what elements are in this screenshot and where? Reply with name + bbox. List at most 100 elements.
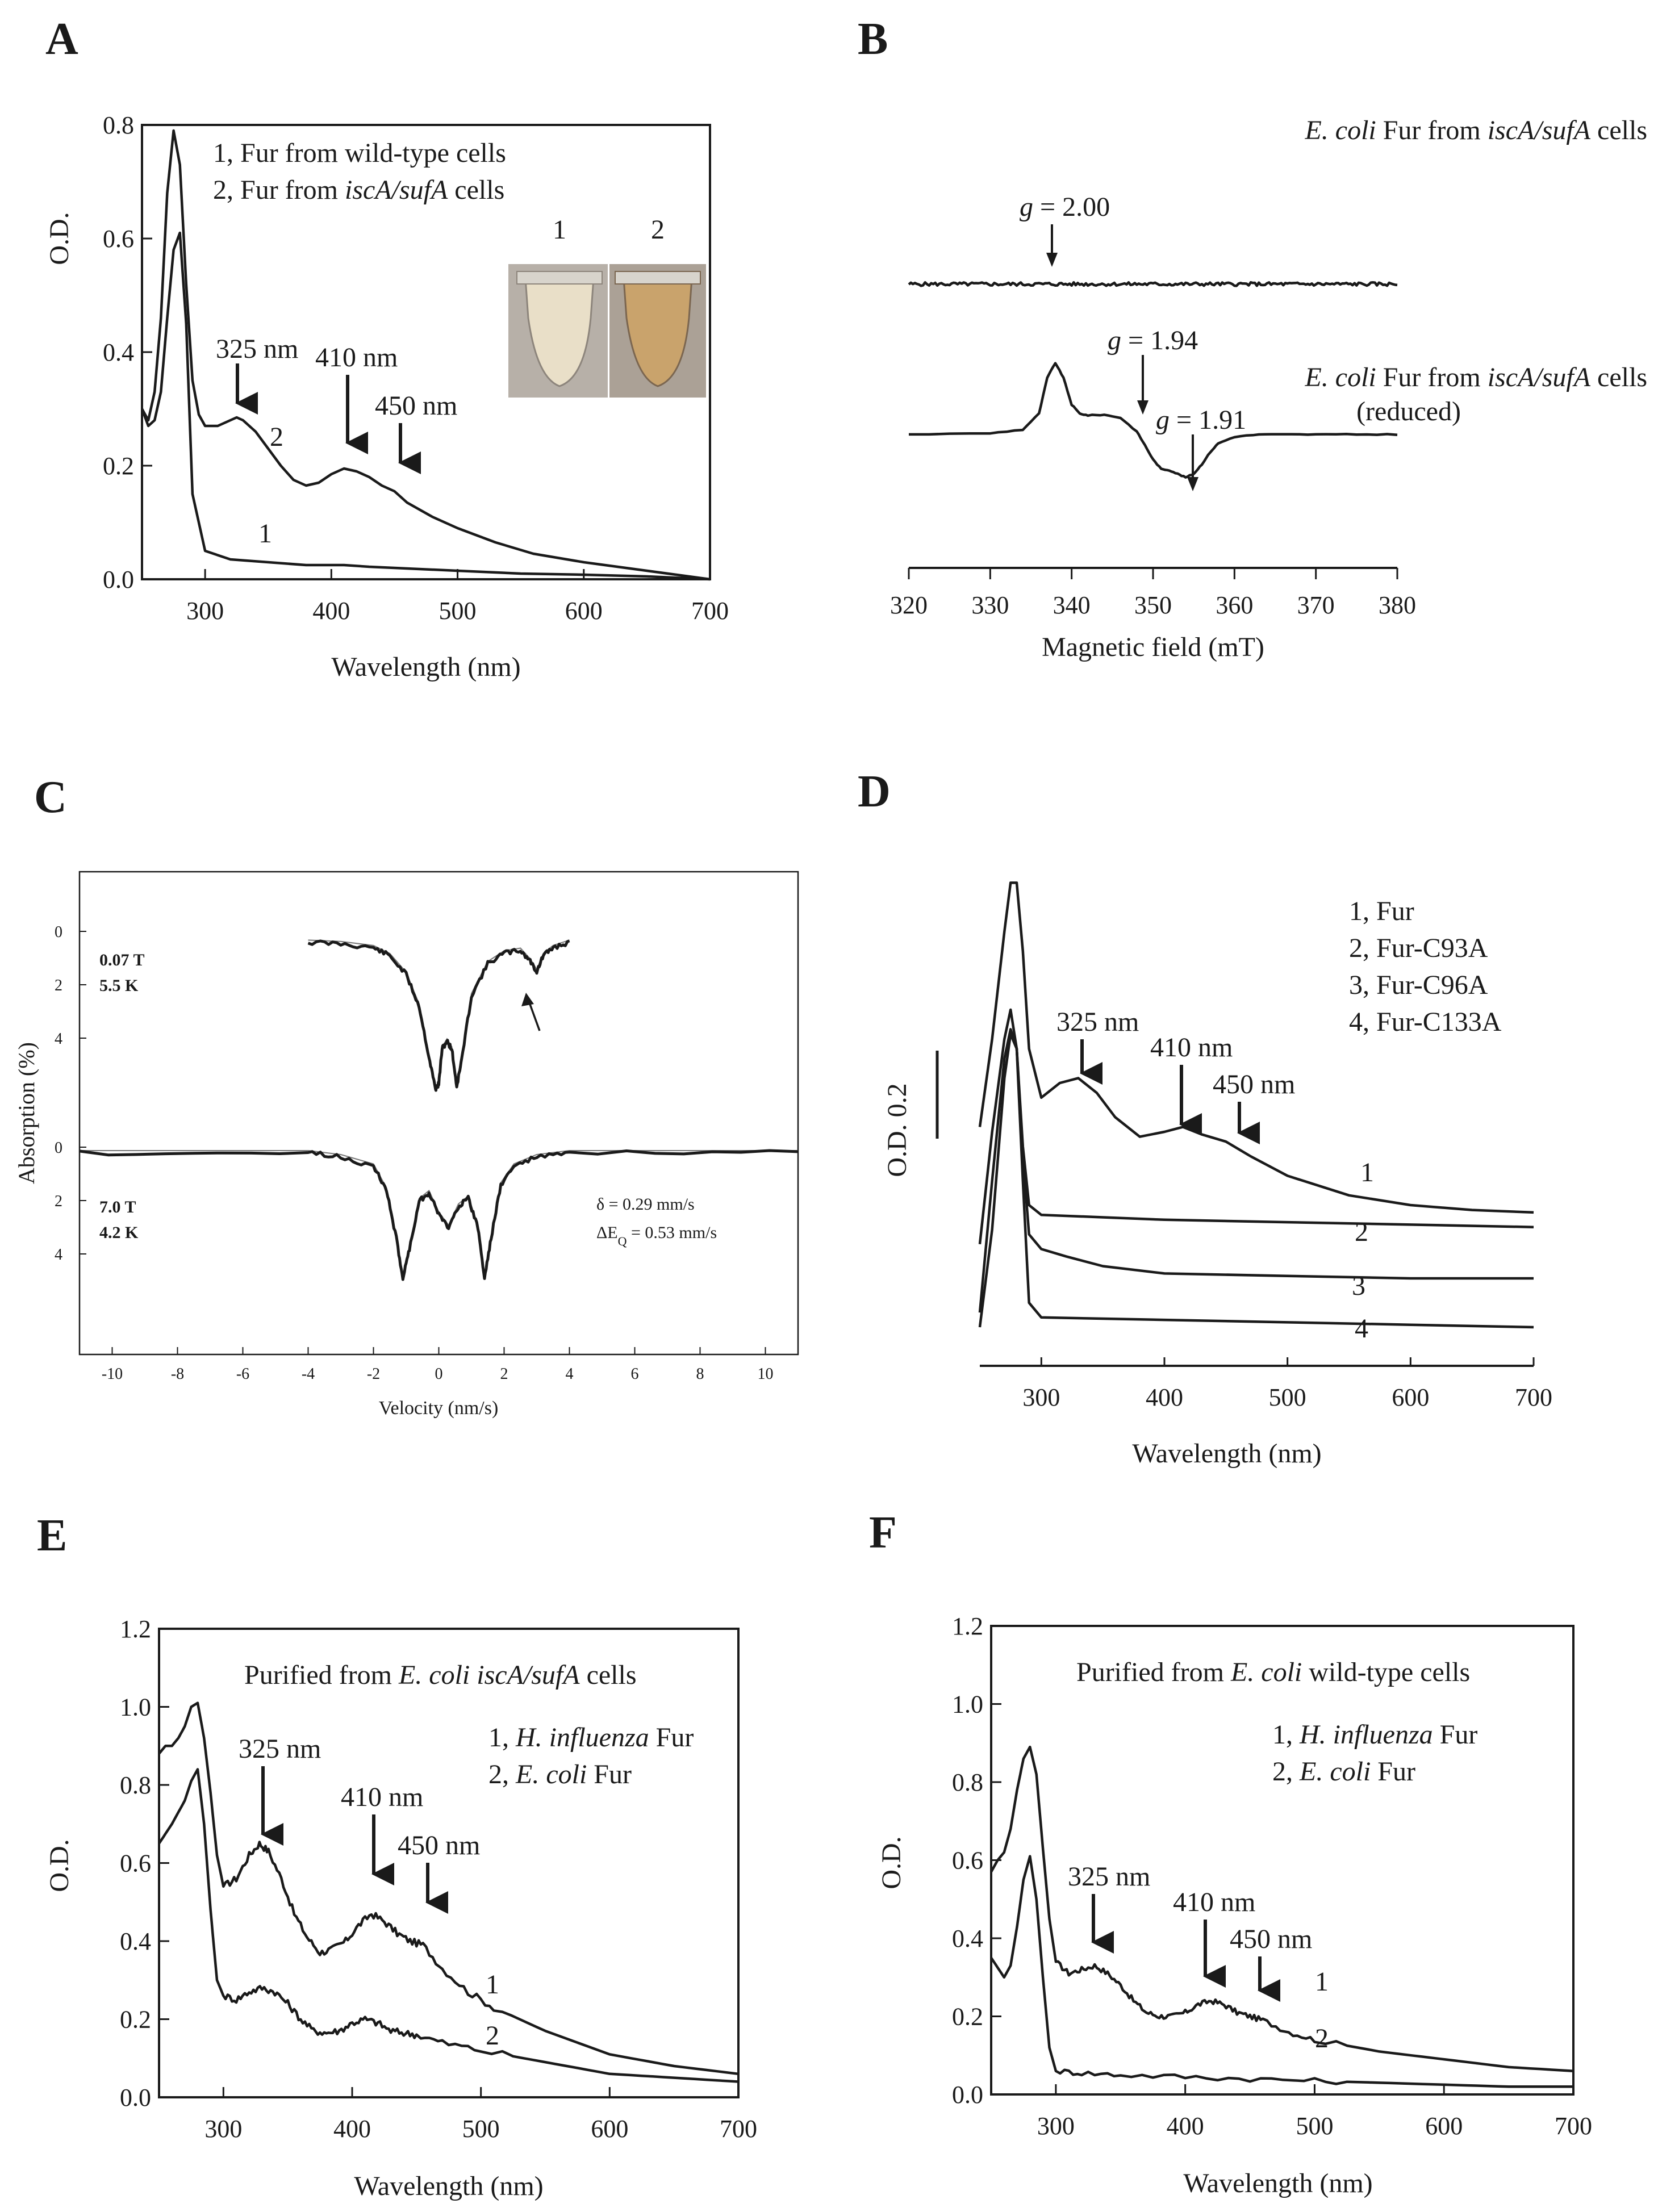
panel-d-curve-label-1: 1 — [1360, 1157, 1374, 1187]
f-legend-2-italic: E. coli — [1299, 1757, 1371, 1787]
e-xtick-label-3: 600 — [591, 2115, 628, 2143]
panel-c-lower-spectrum-line — [79, 1149, 799, 1281]
d-xtick-label-0: 300 — [1022, 1383, 1060, 1411]
panel-f-x-axis-label: Wavelength (nm) — [1183, 2168, 1372, 2198]
tube-2-icon — [623, 277, 693, 387]
f-xtick-label-0: 300 — [1037, 2112, 1075, 2140]
a-ytick-label-0: 0.0 — [103, 566, 134, 593]
panel-d-legend-3: 3, Fur-C96A — [1349, 970, 1488, 1000]
panel-b-series-reduced-line — [909, 362, 1398, 479]
c-xtick-label-5: 0 — [435, 1365, 443, 1383]
f-legend-2-num: 2, — [1272, 1757, 1300, 1787]
panel-b-g-1.94: g = 1.94 — [1108, 325, 1198, 356]
a-xtick-label-0: 300 — [186, 597, 224, 625]
a-xtick-label-4: 700 — [691, 597, 729, 625]
panel-c-upper-spectrum-line — [307, 939, 570, 1092]
f-legend-1-text: Fur — [1433, 1720, 1478, 1750]
panel-e-annotation-450nm: 450 nm — [398, 1830, 480, 1860]
e-ytick-label-5: 1.0 — [120, 1694, 151, 1721]
b-xtick-label-5: 370 — [1297, 591, 1335, 619]
panel-b-label-reduced-sub: (reduced) — [1356, 396, 1461, 426]
panel-d-x-ticks: 300 400 500 600 700 — [1022, 1357, 1552, 1411]
e-ytick-label-0: 0.0 — [120, 2084, 151, 2111]
panel-c-y-ticks: 0 2 4 0 2 4 — [55, 923, 86, 1264]
panel-a-legend-1: 1, Fur from wild-type cells — [213, 138, 506, 168]
panel-c-frame — [78, 871, 799, 1356]
c-deq-value: = 0.53 mm/s — [627, 1223, 717, 1242]
panel-d-curve-label-4: 4 — [1355, 1314, 1368, 1344]
panel-c-chart: -10 -8 -6 -4 -2 0 2 4 6 8 10 0 2 4 0 2 4 Absorption (%)… — [14, 871, 799, 1419]
e-legend-1-text: Fur — [649, 1722, 694, 1753]
b-label-2-text: Fur from — [1376, 362, 1488, 392]
panel-f-title: Purified from E. coli wild-type cells — [1076, 1657, 1470, 1687]
panel-a-annotation-450nm: 450 nm — [375, 391, 457, 421]
panel-e-annotation-325nm: 325 nm — [239, 1734, 321, 1764]
b-label-1-strain: iscA/sufA — [1488, 115, 1591, 145]
f-title-italic: E. coli — [1230, 1657, 1302, 1687]
panel-d-curve-label-2: 2 — [1355, 1217, 1368, 1247]
e-ytick-label-1: 0.2 — [120, 2006, 151, 2034]
e-legend-1-num: 1, — [488, 1722, 516, 1753]
tube-1-cap-icon — [516, 271, 603, 285]
panel-d-legend-4: 4, Fur-C133A — [1349, 1007, 1502, 1037]
f-ytick-label-4: 0.8 — [952, 1768, 983, 1796]
panel-e-curve-label-2: 2 — [486, 2021, 499, 2051]
panel-b-arrowhead-g194 — [1137, 400, 1149, 415]
c-upper-ytick-2: 4 — [55, 1030, 62, 1048]
a-xtick-label-3: 600 — [565, 597, 603, 625]
panel-f-curve-label-2: 2 — [1315, 2023, 1329, 2054]
b-xtick-label-0: 320 — [890, 591, 928, 619]
f-ytick-label-3: 0.6 — [952, 1847, 983, 1875]
f-legend-2-text: Fur — [1371, 1757, 1415, 1787]
panel-f-annotation-325nm: 325 nm — [1068, 1862, 1150, 1892]
panel-d-series-4-line — [978, 1032, 1534, 1329]
panel-b-label-unreduced: E. coli Fur from iscA/sufA cells — [1304, 115, 1647, 145]
panel-c-arrowhead — [521, 993, 534, 1006]
c-deq-label: ΔE — [596, 1223, 618, 1242]
panel-a-legend-2-text: 2, Fur from — [213, 175, 345, 205]
panel-d-annotation-450nm: 450 nm — [1213, 1069, 1295, 1099]
a-ytick-label-4: 0.8 — [103, 111, 134, 139]
panel-f-legend-1: 1, H. influenza Fur — [1272, 1720, 1477, 1750]
panel-f-x-ticks: 300 400 500 600 700 — [1037, 2084, 1592, 2140]
g-value-2: = 1.94 — [1121, 325, 1198, 356]
f-legend-1-italic: H. influenza — [1299, 1720, 1433, 1750]
c-xtick-label-4: -2 — [367, 1365, 380, 1383]
panel-e-x-ticks: 300 400 500 600 700 — [204, 2087, 757, 2143]
panel-b-g-1.91: g = 1.91 — [1156, 405, 1246, 435]
panel-d-annotation-325nm: 325 nm — [1056, 1007, 1139, 1037]
panel-a-y-axis-label: O.D. — [44, 212, 74, 265]
f-ytick-label-1: 0.2 — [952, 2003, 983, 2031]
panel-f-legend-2: 2, E. coli Fur — [1272, 1757, 1415, 1787]
g-symbol-3: g — [1156, 405, 1170, 435]
g-value-1: = 2.00 — [1033, 192, 1110, 222]
g-symbol-2: g — [1108, 325, 1121, 356]
c-xtick-label-10: 10 — [758, 1365, 774, 1383]
e-legend-2-italic: E. coli — [515, 1759, 587, 1789]
c-xtick-label-6: 2 — [500, 1365, 508, 1383]
e-legend-2-text: Fur — [587, 1759, 632, 1789]
panel-a-annotation-410nm: 410 nm — [315, 342, 398, 373]
panel-f-curve-label-1: 1 — [1315, 1967, 1329, 1997]
c-xtick-label-1: -8 — [171, 1365, 184, 1383]
panel-d-legend-2: 2, Fur-C93A — [1349, 933, 1488, 963]
f-ytick-label-0: 0.0 — [952, 2081, 983, 2109]
a-ytick-label-1: 0.2 — [103, 452, 134, 480]
panel-a-chart: 0.0 0.2 0.4 0.6 0.8 300 400 500 600 700 O.D. Wav… — [44, 111, 729, 682]
panel-b-g-2.00: g = 2.00 — [1020, 192, 1110, 222]
a-xtick-label-1: 400 — [312, 597, 350, 625]
b-label-1-text: Fur from — [1376, 115, 1488, 145]
f-xtick-label-2: 500 — [1296, 2112, 1333, 2140]
e-ytick-label-3: 0.6 — [120, 1850, 151, 1878]
e-xtick-label-1: 400 — [333, 2115, 371, 2143]
panel-e-annotation-410nm: 410 nm — [341, 1782, 423, 1812]
panel-c-lower-temp: 4.2 K — [99, 1223, 139, 1242]
panel-label-d: D — [858, 767, 891, 817]
c-xtick-label-2: -6 — [236, 1365, 249, 1383]
b-label-1-ecoli: E. coli — [1304, 115, 1376, 145]
d-xtick-label-1: 400 — [1146, 1383, 1183, 1411]
panel-e-legend-2: 2, E. coli Fur — [488, 1759, 632, 1789]
f-title-tail: wild-type cells — [1302, 1657, 1470, 1687]
c-xtick-label-8: 6 — [631, 1365, 639, 1383]
